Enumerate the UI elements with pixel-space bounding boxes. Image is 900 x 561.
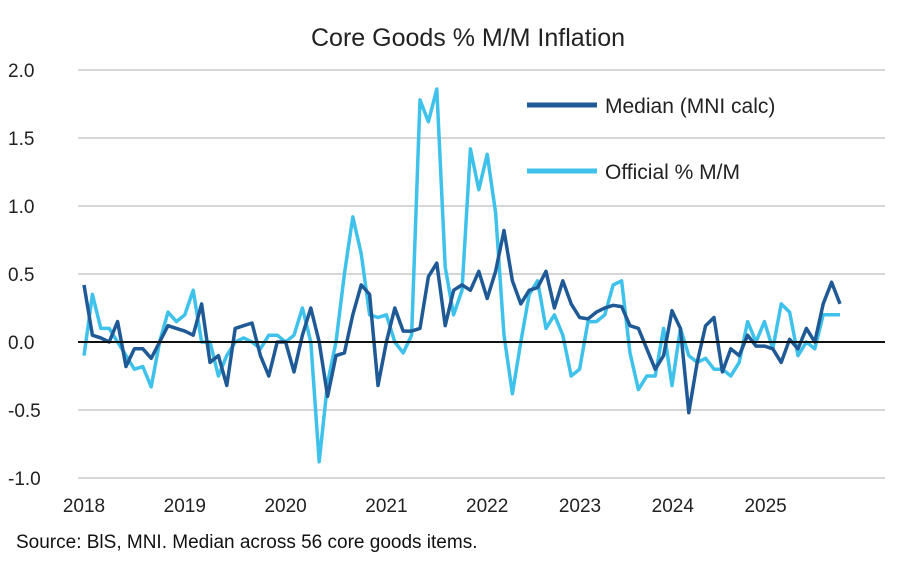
x-tick-label: 2025 xyxy=(744,496,786,517)
series-line-median xyxy=(82,228,842,415)
x-tick-label: 2018 xyxy=(63,496,105,517)
x-tick-label: 2022 xyxy=(466,496,508,517)
y-tick-label: -0.5 xyxy=(8,401,41,422)
y-tick-label: 0.0 xyxy=(8,333,34,354)
x-tick-label: 2024 xyxy=(652,496,695,517)
y-tick-label: 1.5 xyxy=(8,129,34,150)
x-tick-label: 2019 xyxy=(164,496,206,517)
y-tick-label: 0.5 xyxy=(8,265,34,286)
legend-label: Median (MNI calc) xyxy=(605,95,775,118)
source-note: Source: BlS, MNI. Median across 56 core … xyxy=(16,532,477,553)
y-tick-label: 2.0 xyxy=(8,61,34,82)
chart-title: Core Goods % M/M Inflation xyxy=(311,24,625,52)
x-tick-label: 2020 xyxy=(264,496,306,517)
series-line-official xyxy=(82,87,840,464)
x-tick-label: 2023 xyxy=(559,496,601,517)
y-tick-label: 1.0 xyxy=(8,197,34,218)
legend-label: Official % M/M xyxy=(605,161,740,184)
x-tick-label: 2021 xyxy=(365,496,407,517)
y-tick-label: -1.0 xyxy=(8,469,41,490)
